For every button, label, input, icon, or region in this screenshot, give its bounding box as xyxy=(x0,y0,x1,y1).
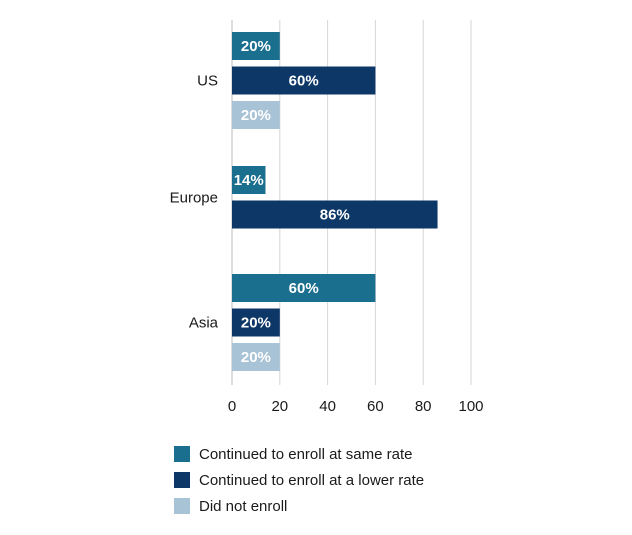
bar-label-asia-series-2: 20% xyxy=(241,349,271,366)
bar-asia-series-0 xyxy=(232,274,376,302)
bar-label-us-series-1: 60% xyxy=(289,73,319,90)
bar-asia-series-1 xyxy=(232,308,280,337)
x-tick-label-100: 100 xyxy=(458,398,483,415)
bar-europe-series-1 xyxy=(232,200,438,229)
bar-label-us-series-2: 20% xyxy=(241,107,271,124)
x-tick-label-40: 40 xyxy=(319,398,336,415)
legend-swatch-0 xyxy=(174,446,190,462)
x-tick-label-60: 60 xyxy=(367,398,384,415)
bar-label-us-series-0: 20% xyxy=(241,38,271,55)
x-axis-ticks: 0 20 40 60 80 100 xyxy=(228,398,484,415)
legend: Continued to enroll at same rate Continue… xyxy=(174,446,424,515)
x-tick-label-20: 20 xyxy=(271,398,288,415)
bar-us-series-2 xyxy=(232,101,280,129)
bar-label-europe-series-0: 14% xyxy=(234,172,264,189)
legend-label-1: Continued to enroll at a lower rate xyxy=(199,472,424,489)
legend-label-0: Continued to enroll at same rate xyxy=(199,446,412,463)
bar-asia-series-2 xyxy=(232,343,280,371)
bar-label-asia-series-0: 60% xyxy=(289,280,319,297)
bar-europe-series-0 xyxy=(232,166,266,194)
category-label-us: US xyxy=(197,73,218,90)
category-label-europe: Europe xyxy=(170,189,218,206)
legend-swatch-1 xyxy=(174,472,190,488)
bar-us-series-0 xyxy=(232,32,280,60)
category-label-asia: Asia xyxy=(189,315,219,332)
bar-label-asia-series-1: 20% xyxy=(241,315,271,332)
category-labels: US Europe Asia xyxy=(170,73,219,332)
x-tick-label-80: 80 xyxy=(415,398,432,415)
bars: 20% 60% 20% 14% 86% 60% 20% 20% xyxy=(232,32,438,371)
legend-label-2: Did not enroll xyxy=(199,498,287,515)
bar-label-europe-series-1: 86% xyxy=(320,207,350,224)
legend-swatch-2 xyxy=(174,498,190,514)
x-tick-label-0: 0 xyxy=(228,398,236,415)
bar-us-series-1 xyxy=(232,66,376,95)
